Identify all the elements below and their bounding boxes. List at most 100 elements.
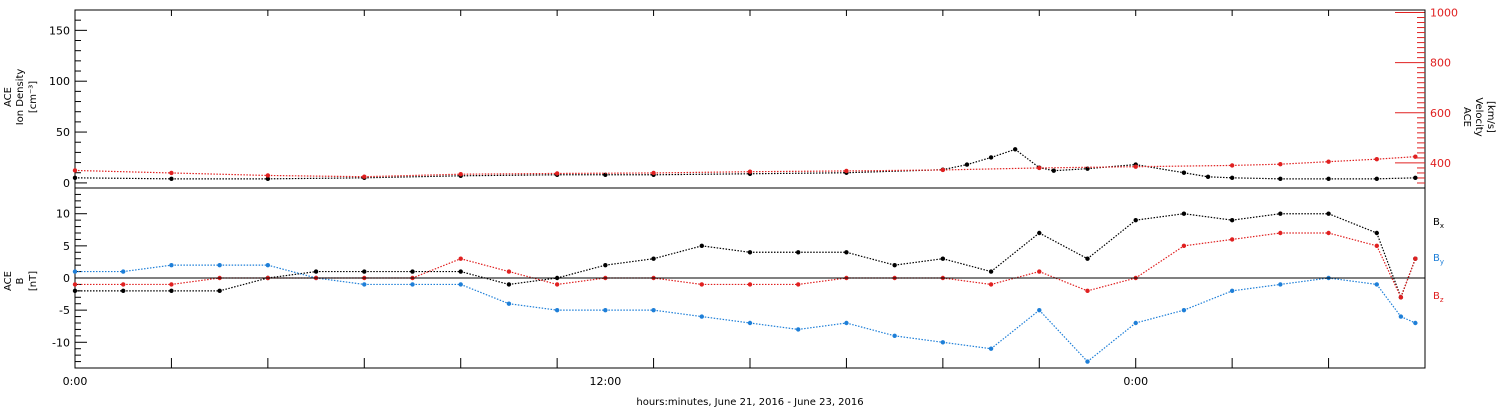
density-segment — [267, 177, 365, 180]
by-point — [892, 333, 897, 339]
by-segment — [653, 309, 702, 318]
by-segment — [1280, 277, 1329, 286]
x-axis-ticks: 0:00 12:00 0:00 — [63, 10, 1426, 388]
bx-segment — [846, 251, 895, 266]
density-tick-label: 150 — [49, 24, 70, 37]
by-segment — [798, 322, 847, 331]
b-ylabel-line-2: B — [15, 277, 26, 284]
x-tick-label: 12:00 — [590, 375, 622, 388]
x-tick-label: 0:00 — [1123, 375, 1148, 388]
velocity-segment — [942, 167, 1040, 171]
density-segment — [1208, 176, 1233, 179]
bx-segment — [1183, 213, 1233, 221]
velocity-segment — [653, 171, 751, 174]
bx-segment — [1376, 232, 1402, 298]
density-segment — [1014, 148, 1040, 169]
by-segment — [508, 303, 558, 311]
density-segment — [653, 173, 751, 176]
density-segment — [990, 148, 1016, 159]
density-ylabel-line-2: Ion Density — [15, 69, 26, 126]
b-ylabel-line-1: ACE — [3, 271, 14, 291]
bz-segment — [460, 258, 510, 273]
bx-point — [506, 282, 512, 287]
by-segment — [1232, 283, 1281, 292]
x-tick-label: 0:00 — [63, 375, 88, 388]
density-segment — [846, 169, 943, 174]
bx-segment — [653, 245, 702, 260]
density-ylabel-line-3: [cm⁻³] — [28, 81, 39, 113]
density-tick-label: 50 — [56, 126, 70, 139]
by-segment — [123, 264, 172, 273]
velocity-series — [72, 154, 1418, 179]
velocity-segment — [74, 169, 172, 174]
density-point — [1413, 175, 1418, 181]
velocity-ylabel-line-1: ACE — [1461, 107, 1472, 127]
bx-segment — [219, 277, 269, 292]
b-ylabel-line-3: [nT] — [28, 271, 39, 291]
by-series — [72, 262, 1418, 364]
velocity-segment — [1135, 164, 1233, 168]
bz-segment — [171, 277, 220, 286]
legend-bz: Bz — [1433, 291, 1444, 304]
density-segment — [966, 156, 992, 166]
legend-bx-sub: x — [1440, 222, 1444, 230]
density-segment — [364, 175, 461, 179]
by-segment — [1087, 322, 1137, 363]
bz-segment — [653, 277, 702, 286]
velocity-segment — [364, 173, 461, 178]
top-panel-frame — [74, 9, 1426, 189]
by-segment — [1135, 309, 1185, 324]
top-panel-ticks: 0 50 100 150 400 600 800 1000 — [49, 7, 1458, 190]
density-segment — [1135, 164, 1185, 174]
velocity-ylabel-line-3: [km/s] — [1485, 101, 1496, 133]
bx-segment — [556, 264, 606, 279]
by-segment — [1328, 277, 1377, 286]
velocity-tick-label: 800 — [1430, 57, 1451, 70]
by-segment — [894, 335, 943, 343]
velocity-segment — [1280, 161, 1329, 165]
by-segment — [701, 315, 751, 324]
bz-segment — [1039, 271, 1088, 292]
bx-segment — [894, 258, 943, 266]
b-tick-label: -5 — [59, 304, 70, 317]
legend-bz-sub: z — [1440, 296, 1444, 304]
series-layer — [72, 147, 1418, 364]
density-segment — [460, 174, 558, 177]
bx-segment — [1039, 232, 1088, 260]
bz-point — [506, 269, 512, 274]
by-segment — [942, 341, 992, 350]
bottom-panel-ticks: -10 -5 0 5 10 — [52, 193, 87, 363]
velocity-segment — [1232, 163, 1281, 167]
bz-segment — [1232, 232, 1281, 241]
velocity-point — [1413, 154, 1418, 159]
by-segment — [1376, 284, 1402, 317]
b-tick-label: 10 — [56, 208, 70, 221]
velocity-segment — [267, 174, 365, 178]
velocity-segment — [171, 172, 268, 177]
bz-segment — [1400, 258, 1416, 298]
bx-segment — [508, 277, 558, 286]
bz-segment — [1183, 238, 1233, 247]
density-segment — [749, 172, 847, 175]
by-segment — [1183, 290, 1233, 311]
by-segment — [749, 322, 799, 331]
velocity-segment — [1039, 166, 1136, 169]
by-segment — [1400, 316, 1416, 324]
x-axis-title: hours:minutes, June 21, 2016 - June 23, … — [636, 397, 863, 408]
by-segment — [1038, 309, 1088, 362]
density-segment — [1039, 167, 1054, 172]
density-segment — [1232, 177, 1281, 180]
bz-segment — [942, 277, 992, 286]
density-segment — [1183, 172, 1209, 178]
density-ylabel-line-1: ACE — [3, 87, 14, 107]
bx-segment — [1087, 219, 1137, 260]
density-segment — [942, 164, 968, 171]
bz-segment — [1135, 245, 1185, 279]
density-segment — [1376, 177, 1416, 180]
density-segment — [1053, 168, 1088, 172]
bz-segment — [1376, 245, 1402, 298]
density-tick-label: 0 — [63, 177, 70, 190]
velocity-segment — [749, 170, 847, 173]
bx-segment — [267, 270, 317, 279]
